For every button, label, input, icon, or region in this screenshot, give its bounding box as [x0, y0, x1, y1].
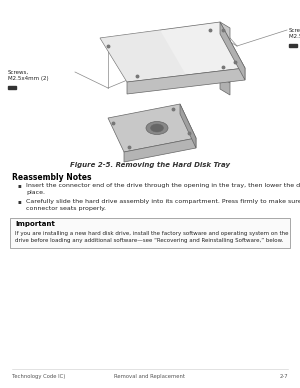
- Text: Removal and Replacement: Removal and Replacement: [115, 374, 185, 379]
- Polygon shape: [100, 22, 245, 82]
- Text: If you are installing a new hard disk drive, install the factory software and op: If you are installing a new hard disk dr…: [15, 231, 289, 242]
- Polygon shape: [220, 77, 230, 95]
- Text: ▪: ▪: [18, 199, 22, 204]
- Text: Reassembly Notes: Reassembly Notes: [12, 173, 92, 182]
- Polygon shape: [220, 22, 245, 80]
- Text: ▪: ▪: [18, 183, 22, 188]
- Text: Figure 2-5. Removing the Hard Disk Tray: Figure 2-5. Removing the Hard Disk Tray: [70, 162, 230, 168]
- Text: Important: Important: [15, 221, 55, 227]
- Polygon shape: [8, 86, 16, 89]
- Polygon shape: [100, 30, 186, 82]
- Text: Technology Code IC): Technology Code IC): [12, 374, 65, 379]
- Text: Screws,
M2.5x4mm (2): Screws, M2.5x4mm (2): [289, 28, 300, 39]
- Polygon shape: [220, 22, 230, 83]
- Polygon shape: [289, 44, 297, 47]
- Ellipse shape: [151, 124, 164, 132]
- Polygon shape: [124, 138, 196, 162]
- FancyBboxPatch shape: [10, 218, 290, 248]
- Ellipse shape: [146, 121, 168, 135]
- Text: Screws,
M2.5x4mm (2): Screws, M2.5x4mm (2): [8, 70, 49, 81]
- Text: Insert the connector end of the drive through the opening in the tray, then lowe: Insert the connector end of the drive th…: [26, 183, 300, 195]
- Text: 2-7: 2-7: [279, 374, 288, 379]
- Text: Carefully slide the hard drive assembly into its compartment. Press firmly to ma: Carefully slide the hard drive assembly …: [26, 199, 300, 211]
- Polygon shape: [108, 104, 196, 152]
- Polygon shape: [127, 68, 245, 94]
- Polygon shape: [180, 104, 196, 148]
